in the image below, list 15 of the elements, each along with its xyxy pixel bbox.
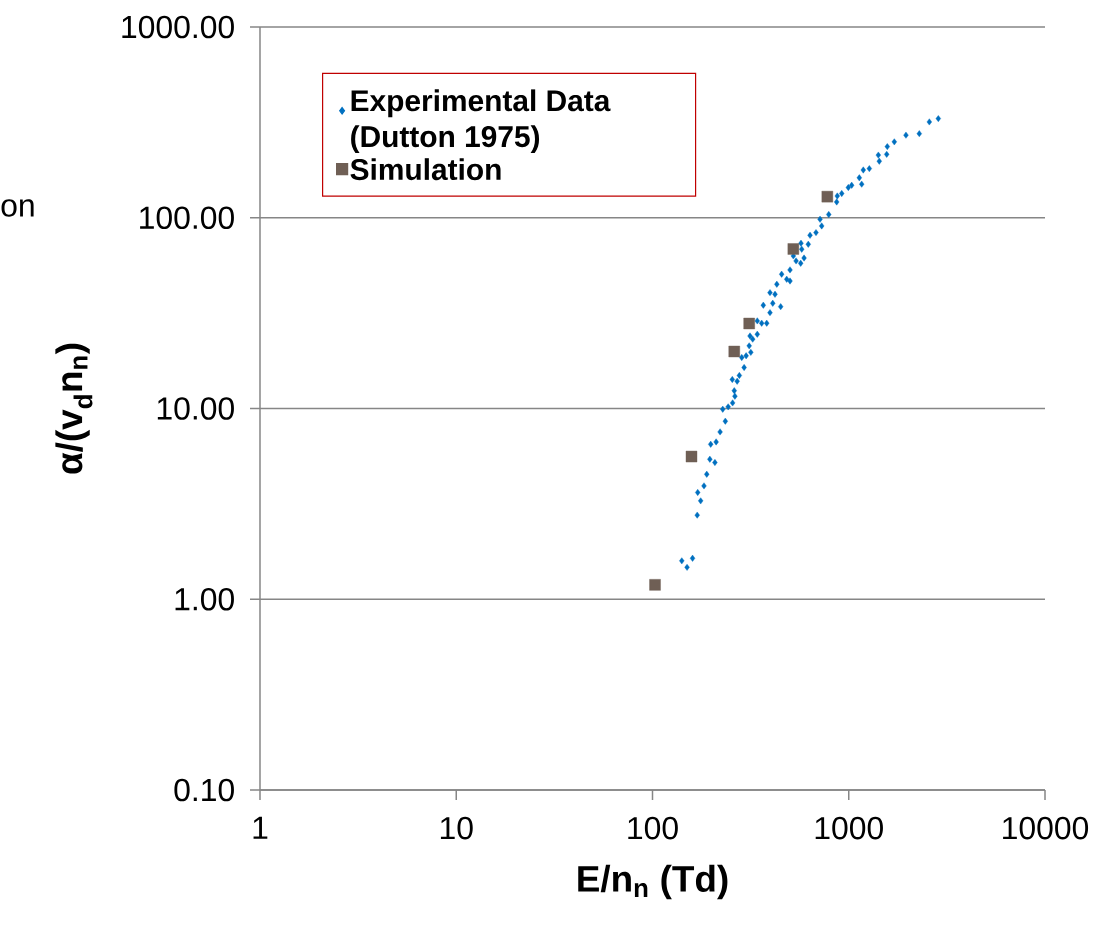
x-tick-label: 10 <box>440 816 473 840</box>
y-tick-label: 10.00 <box>157 397 234 420</box>
y-tick-label: 1.00 <box>175 587 234 611</box>
x-tick-label: 1000 <box>815 816 883 840</box>
y-tick-label: 100.00 <box>140 206 234 230</box>
x-axis-title: E/n$_{n}$ (Td) <box>578 864 728 900</box>
y-tick-label: 0.10 <box>174 778 234 802</box>
x-tick-label: 100 <box>628 816 678 840</box>
text: on <box>1 199 34 217</box>
x-tick-label: 1 <box>253 816 268 839</box>
legend-label: Simulation <box>350 158 501 181</box>
x-tick-label: 10000 <box>1003 816 1089 840</box>
y-axis-title: α/(v$_{d}$n$_{n}$) <box>55 343 93 474</box>
y-tick-label: 1000.00 <box>122 15 234 39</box>
legend-label: Experimental Data (Dutton 1975) <box>351 89 611 154</box>
